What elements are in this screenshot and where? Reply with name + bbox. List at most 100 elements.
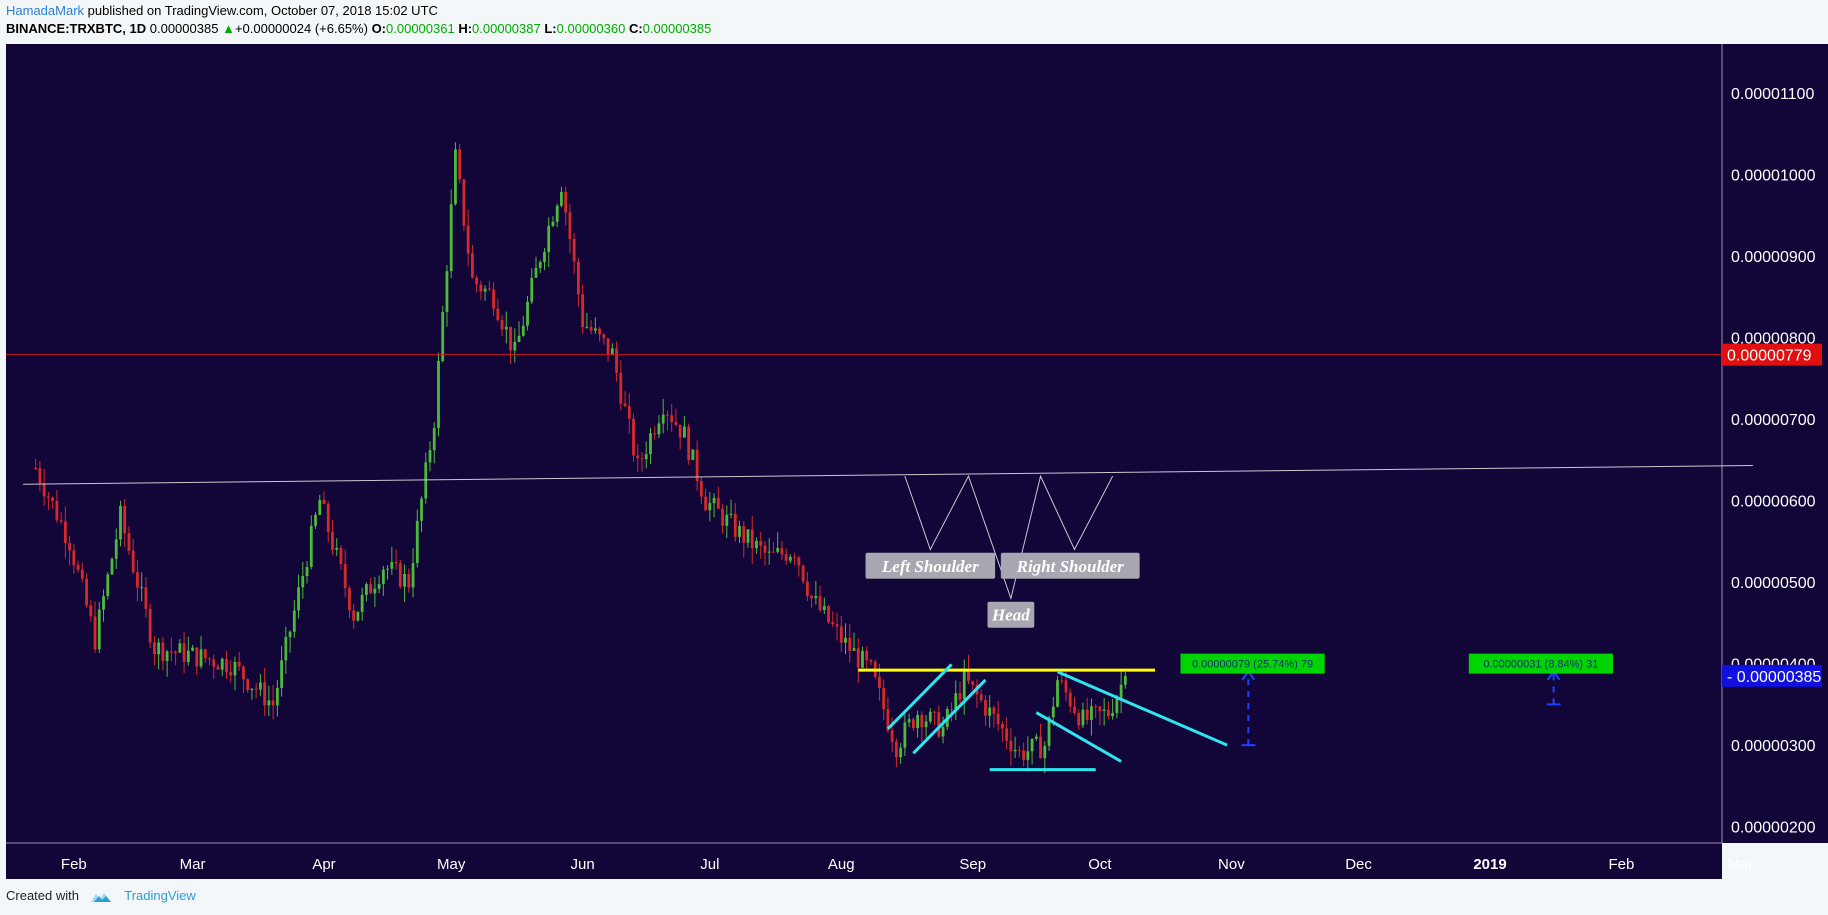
candle-body [869,660,873,662]
candle-body [1098,706,1102,712]
candle-body [568,212,572,239]
candle-body [343,563,347,589]
candle-body [1030,738,1034,752]
candle-body [699,481,703,497]
plot-area[interactable] [6,44,1722,843]
symbol-label[interactable]: BINANCE:TRXBTC, 1D [6,21,147,36]
candle-body [263,682,267,706]
candle-body [962,669,966,700]
price-axis[interactable] [1722,44,1828,843]
candle-body [186,650,190,662]
candle-body [581,294,585,328]
author-link[interactable]: HamadaMark [6,3,85,18]
candle-body [390,561,394,569]
time-tick-label: Feb [1609,856,1635,873]
candle-body [203,649,207,659]
candle-body [420,498,423,521]
time-axis[interactable] [6,843,1722,879]
candle-body [695,449,699,482]
pattern-label-box [865,552,996,579]
candle-body [195,647,199,667]
candle-body [259,682,262,690]
time-tick-label: Dec [1345,856,1372,873]
candle-body [352,610,356,621]
drawings-layer: Left Shoulder Head Right Shoulder 0.0000007… [6,354,1753,772]
candle-body [131,550,135,573]
candle-body [1056,680,1059,707]
candle-body [471,253,474,278]
candle-body [80,569,84,579]
candle-body [759,540,763,546]
price-chart[interactable]: Left Shoulder Head Right Shoulder 0.0000007… [0,42,1828,882]
current-price-label: - 0.00000385 [1727,669,1821,686]
candles-layer [34,142,1127,774]
time-tick-label: Jul [700,856,719,873]
candle-body [666,414,669,416]
candle-body [564,191,568,213]
open-value: 0.00000361 [386,21,455,36]
candle-body [933,711,936,713]
candle-body [517,335,521,342]
candle-body [500,320,504,330]
candle-body [772,551,775,553]
candle-body [992,707,996,714]
candle-body [1077,712,1081,726]
tradingview-link[interactable]: TradingView [124,888,196,903]
change-up-arrow-icon: ▲ [222,21,235,36]
candle-body [356,611,360,621]
candle-body [941,726,945,737]
candle-body [1001,724,1004,729]
candle-body [59,520,63,522]
candle-body [369,584,373,594]
candle-body [377,584,381,589]
candle-body [403,574,406,587]
candle-body [916,714,919,729]
time-tick-label: Oct [1088,856,1112,873]
footer: Created with TradingView [6,888,196,904]
candle-body [458,149,462,180]
candle-body [691,449,695,460]
time-tick-label: 2019 [1473,856,1506,873]
candle-body [301,576,305,588]
candle-body [644,454,648,460]
candle-body [589,326,593,331]
candle-body [153,642,156,655]
candle-body [789,557,792,561]
candle-body [398,563,402,587]
price-tick-label: 0.00000200 [1731,820,1816,837]
time-tick-label: Mar [1727,856,1753,873]
candle-body [687,426,691,460]
candle-body [246,679,250,690]
candle-body [411,563,415,588]
price-badges: 0.00000779 - 0.00000385 [1722,343,1822,687]
candle-body [1064,680,1068,693]
candle-body [1009,740,1013,752]
candle-body [534,267,538,278]
published-text: published on TradingView.com, October 07… [84,3,438,18]
candle-body [996,713,1000,725]
low-value: 0.00000360 [556,21,626,36]
candle-body [445,271,449,313]
candle-body [928,711,932,722]
candle-body [314,514,317,526]
candle-body [653,433,657,435]
high-label: H: [458,21,473,36]
candle-body [309,525,313,567]
candle-body [178,643,182,653]
candle-body [572,238,576,262]
candle-body [526,301,529,326]
candle-body [208,658,211,660]
candle-body [428,450,432,463]
candle-body [967,669,970,682]
trendline [1035,711,1122,763]
candle-body [593,328,597,331]
candle-body [191,647,194,651]
candle-body [169,651,173,653]
target-label: 0.00000079 (25.74%) 79 [1192,659,1313,671]
candle-body [632,418,635,456]
candle-body [123,505,127,534]
candle-body [767,551,771,553]
candle-body [93,616,97,650]
candle-body [331,531,334,550]
candle-body [1068,692,1072,707]
